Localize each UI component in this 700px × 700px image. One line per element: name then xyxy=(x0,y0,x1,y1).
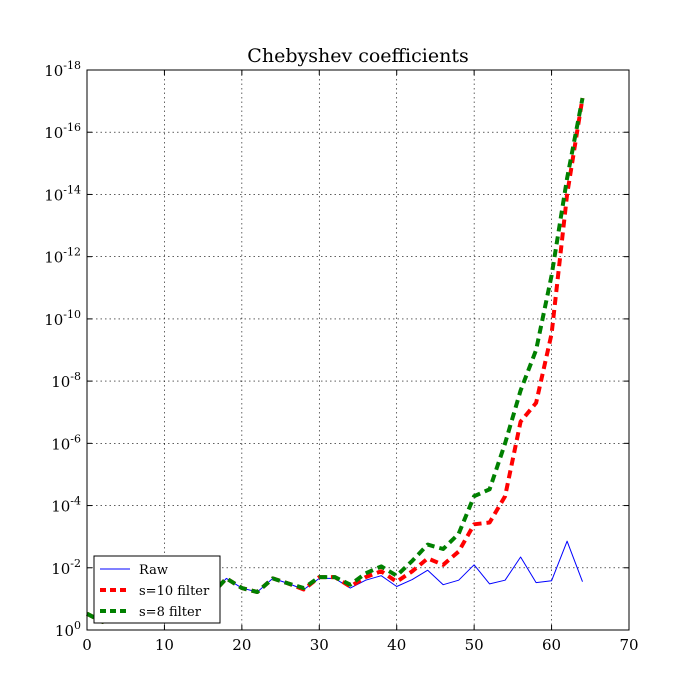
y-tick-label: 10-12 xyxy=(44,246,81,267)
y-tick-label: 10-6 xyxy=(51,432,81,453)
x-tick-label: 20 xyxy=(232,636,251,654)
legend-label-0: Raw xyxy=(139,563,168,578)
y-tick-label: 10-16 xyxy=(44,121,81,142)
plot-frame xyxy=(86,69,630,631)
y-tick-label: 10-2 xyxy=(51,557,81,578)
series-line-1 xyxy=(86,97,585,624)
y-tick-label: 10-18 xyxy=(44,59,81,80)
x-tick-label: 30 xyxy=(310,636,329,654)
y-tick-label: 10-8 xyxy=(51,370,81,391)
x-tick-label: 50 xyxy=(465,636,484,654)
x-tick-label: 40 xyxy=(387,636,406,654)
x-tick-label: 0 xyxy=(82,636,92,654)
x-tick-label: 60 xyxy=(542,636,561,654)
series-line-2 xyxy=(86,97,585,624)
series-layer xyxy=(86,97,585,624)
chart-title: Chebyshev coefficients xyxy=(247,45,468,67)
y-tick-label: 10-4 xyxy=(51,495,81,516)
legend: Raw s=10 filter s=8 filter xyxy=(93,555,221,624)
legend-label-1: s=10 filter xyxy=(139,584,210,599)
axis-ticks: 0 10 20 30 40 50 60 70 100 10-2 10-4 10-6 10-8 10-10 1… xyxy=(44,59,638,654)
y-tick-label: 100 xyxy=(55,619,81,640)
y-tick-label: 10-14 xyxy=(44,183,81,204)
x-tick-label: 70 xyxy=(619,636,638,654)
legend-label-2: s=8 filter xyxy=(139,605,202,620)
y-tick-label: 10-10 xyxy=(44,308,81,329)
x-tick-label: 10 xyxy=(155,636,174,654)
